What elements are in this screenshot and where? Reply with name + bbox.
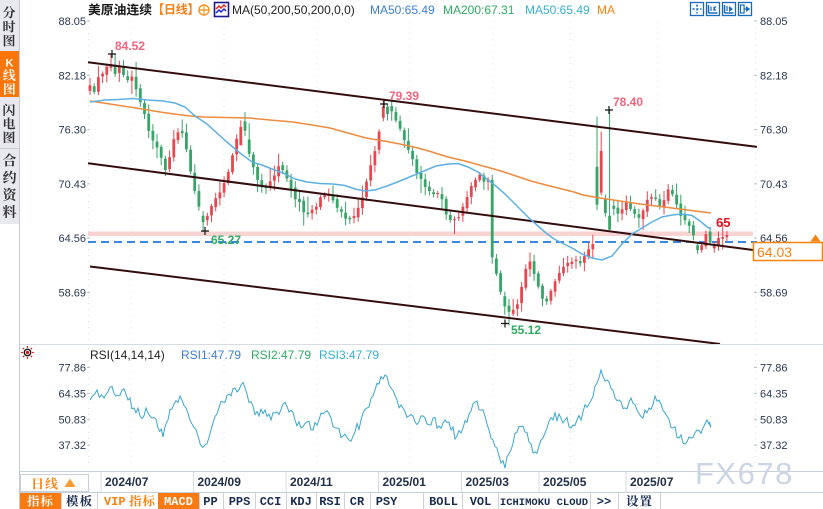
svg-text:88.05: 88.05 — [58, 16, 86, 28]
svg-text:82.18: 82.18 — [760, 70, 788, 82]
svg-text:2025/01: 2025/01 — [383, 475, 427, 489]
svg-text:2024/09: 2024/09 — [198, 475, 242, 489]
svg-text:70.43: 70.43 — [58, 179, 86, 191]
svg-text:2025/07: 2025/07 — [630, 475, 674, 489]
svg-text:78.40: 78.40 — [613, 95, 643, 109]
svg-text:MACD: MACD — [164, 495, 193, 509]
svg-text:50.83: 50.83 — [58, 414, 86, 426]
svg-text:77.86: 77.86 — [58, 363, 86, 375]
svg-text:MA50:65.49: MA50:65.49 — [525, 3, 590, 17]
svg-text:84.52: 84.52 — [115, 39, 145, 53]
svg-text:77.86: 77.86 — [760, 363, 788, 375]
svg-text:PPS: PPS — [229, 495, 251, 509]
svg-text:70.43: 70.43 — [760, 179, 788, 191]
svg-text:76.30: 76.30 — [58, 125, 86, 137]
svg-text:MA50:65.49: MA50:65.49 — [370, 3, 435, 17]
svg-text:FX678: FX678 — [695, 456, 794, 491]
svg-text:MA200:67.31: MA200:67.31 — [443, 3, 515, 17]
svg-text:BOLL: BOLL — [429, 495, 458, 509]
svg-text:RSI3:47.79: RSI3:47.79 — [319, 348, 379, 362]
svg-text:KDJ: KDJ — [290, 495, 312, 509]
svg-text:64.35: 64.35 — [760, 388, 788, 400]
svg-text:76.30: 76.30 — [760, 125, 788, 137]
svg-text:MA(50,200,50,200,0,0): MA(50,200,50,200,0,0) — [232, 3, 355, 17]
svg-text:58.69: 58.69 — [58, 288, 86, 300]
svg-text:MA: MA — [597, 3, 615, 17]
svg-text:65.27: 65.27 — [211, 233, 241, 247]
svg-text:58.69: 58.69 — [760, 288, 788, 300]
svg-text:79.39: 79.39 — [389, 89, 419, 103]
svg-text:RSI1:47.79: RSI1:47.79 — [181, 348, 241, 362]
svg-text:82.18: 82.18 — [58, 70, 86, 82]
svg-text:PP: PP — [203, 495, 217, 509]
svg-text:55.12: 55.12 — [511, 323, 541, 337]
svg-text:64.35: 64.35 — [58, 388, 86, 400]
svg-text:2024/11: 2024/11 — [290, 475, 333, 489]
svg-text:2024/07: 2024/07 — [105, 475, 149, 489]
svg-text:2025/03: 2025/03 — [466, 475, 510, 489]
svg-text:37.32: 37.32 — [58, 440, 86, 452]
svg-text:65: 65 — [716, 215, 730, 230]
svg-text:64.56: 64.56 — [58, 233, 86, 245]
svg-text:CCI: CCI — [260, 495, 282, 509]
svg-text:RSI: RSI — [319, 495, 341, 509]
svg-text:37.32: 37.32 — [760, 440, 788, 452]
svg-text:VOL: VOL — [470, 495, 492, 509]
svg-text:88.05: 88.05 — [760, 16, 788, 28]
svg-text:RSI2:47.79: RSI2:47.79 — [251, 348, 311, 362]
svg-text:PSY: PSY — [376, 495, 398, 509]
svg-text:K: K — [6, 58, 14, 70]
svg-text:ICHIMOKU CLOUD: ICHIMOKU CLOUD — [500, 497, 588, 509]
svg-text:RSI(14,14,14): RSI(14,14,14) — [90, 348, 165, 362]
svg-text:50.83: 50.83 — [760, 414, 788, 426]
svg-text:>>: >> — [597, 495, 611, 509]
svg-text:VIP: VIP — [104, 495, 126, 509]
svg-text:CR: CR — [350, 495, 365, 509]
svg-text:64.03: 64.03 — [757, 244, 792, 260]
svg-text:2025/05: 2025/05 — [543, 475, 587, 489]
